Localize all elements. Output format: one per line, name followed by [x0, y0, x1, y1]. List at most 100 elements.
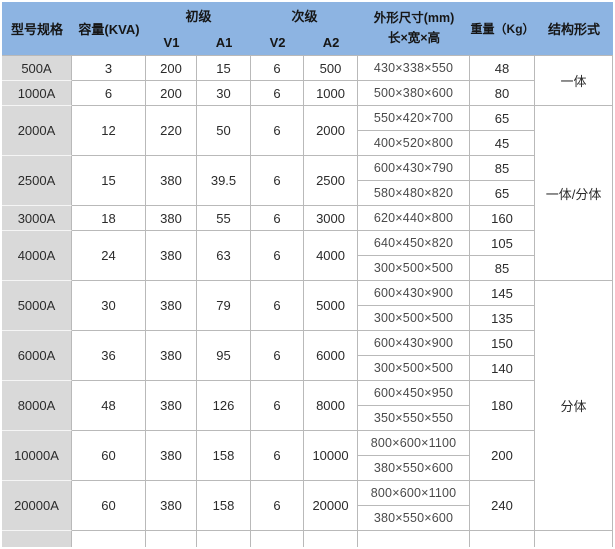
weight-cell: 105 [470, 231, 536, 256]
dimension-cell: 430×338×550 [358, 55, 471, 81]
v1-cell: 200 [146, 81, 197, 106]
weight-cell: 140 [470, 356, 536, 381]
col-header-primary: 初级 [146, 2, 252, 29]
dimension-cell: 800×600×1100 [358, 431, 471, 456]
v2-cell: 6 [251, 81, 305, 106]
v1-cell: 380 [146, 206, 197, 231]
weight-cell: 45 [470, 131, 536, 156]
structure-cell: 一体/分体 [535, 106, 614, 281]
capacity-cell: 12 [72, 106, 146, 156]
a2-cell: 2000 [304, 106, 359, 156]
dimension-cell: 300×500×500 [358, 256, 471, 281]
model-cell [2, 531, 72, 547]
capacity-cell: 24 [72, 231, 146, 281]
weight-cell: 80 [470, 81, 536, 106]
dimension-cell: 400×520×800 [358, 131, 471, 156]
weight-cell [470, 531, 536, 547]
v2-cell [251, 531, 305, 547]
a1-cell: 55 [197, 206, 252, 231]
v1-cell: 380 [146, 331, 197, 381]
a2-cell: 3000 [304, 206, 359, 231]
dimension-cell: 600×430×900 [358, 281, 471, 306]
v1-cell: 380 [146, 481, 197, 531]
a2-cell [304, 531, 359, 547]
table-row: 5000A 30 380 79 6 5000 600×430×900 145 分… [2, 281, 614, 531]
model-cell: 8000A [2, 381, 72, 431]
a2-cell: 20000 [304, 481, 359, 531]
table-subrow: 380×550×600 [2, 456, 613, 481]
v1-cell: 380 [146, 431, 197, 481]
weight-cell: 180 [470, 381, 536, 431]
structure-cell [535, 531, 614, 547]
v1-cell [146, 531, 197, 547]
dimension-cell: 600×430×790 [358, 156, 471, 181]
v1-cell: 200 [146, 55, 197, 81]
dimension-cell [358, 531, 471, 547]
weight-cell: 145 [470, 281, 536, 306]
a1-cell: 50 [197, 106, 252, 156]
a1-cell: 126 [197, 381, 252, 431]
table-row: 3000A 18 380 55 6 3000 620×440×800 160 [2, 206, 613, 231]
a2-cell: 6000 [304, 331, 359, 381]
col-header-a1: A1 [197, 29, 252, 55]
a2-cell: 500 [304, 55, 359, 81]
table-row: 10000A 60 380 158 6 10000 800×600×1100 2… [2, 431, 613, 481]
header-row-2: V1 A1 V2 A2 [2, 29, 613, 55]
model-cell: 10000A [2, 431, 72, 481]
dimension-cell: 580×480×820 [358, 181, 471, 206]
a1-cell: 15 [197, 55, 252, 81]
capacity-cell: 30 [72, 281, 146, 331]
dimension-cell: 500×380×600 [358, 81, 471, 106]
v2-cell: 6 [251, 106, 305, 156]
model-cell: 2500A [2, 156, 72, 206]
a1-cell: 95 [197, 331, 252, 381]
a1-cell: 158 [197, 481, 252, 531]
v2-cell: 6 [251, 156, 305, 206]
a1-cell: 63 [197, 231, 252, 281]
weight-cell: 200 [470, 431, 536, 481]
table-row-partial [2, 531, 614, 547]
structure-cell: 分体 [535, 281, 614, 531]
v1-cell: 220 [146, 106, 197, 156]
table-row: 20000A 60 380 158 6 20000 800×600×1100 2… [2, 481, 613, 531]
table-subrow: 580×480×820 65 [2, 181, 613, 206]
capacity-cell: 3 [72, 55, 146, 81]
model-cell: 6000A [2, 331, 72, 381]
col-header-secondary: 次级 [251, 2, 359, 29]
dimension-cell: 380×550×600 [358, 456, 471, 481]
col-header-v1: V1 [146, 29, 197, 55]
a2-cell: 8000 [304, 381, 359, 431]
dimensions-subtitle: 长×宽×高 [387, 30, 441, 45]
table-subrow: 350×550×550 [2, 406, 613, 431]
v2-cell: 6 [251, 281, 305, 331]
col-header-capacity: 容量(KVA) [72, 2, 146, 55]
dimension-cell: 300×500×500 [358, 306, 471, 331]
table-row: 4000A 24 380 63 6 4000 640×450×820 105 [2, 231, 613, 281]
col-header-weight: 重量（Kg） [470, 2, 536, 55]
col-header-v2: V2 [251, 29, 305, 55]
dimension-cell: 600×430×900 [358, 331, 471, 356]
v2-cell: 6 [251, 481, 305, 531]
a1-cell: 79 [197, 281, 252, 331]
model-cell: 4000A [2, 231, 72, 281]
v2-cell: 6 [251, 381, 305, 431]
capacity-cell: 60 [72, 481, 146, 531]
v1-cell: 380 [146, 381, 197, 431]
model-cell: 1000A [2, 81, 72, 106]
table-subrow: 300×500×500 135 [2, 306, 613, 331]
weight-cell: 65 [470, 181, 536, 206]
table-row: 1000A 6 200 30 6 1000 500×380×600 80 [2, 81, 613, 106]
capacity-cell [72, 531, 146, 547]
table-row: 6000A 36 380 95 6 6000 600×430×900 150 [2, 331, 613, 381]
weight-cell: 150 [470, 331, 536, 356]
dimension-cell: 380×550×600 [358, 506, 471, 531]
a1-cell: 158 [197, 431, 252, 481]
table-row: 8000A 48 380 126 6 8000 600×450×950 180 [2, 381, 613, 431]
capacity-cell: 18 [72, 206, 146, 231]
table-body: 500A 3 200 15 6 500 430×338×550 48 一体 10… [2, 55, 614, 547]
v1-cell: 380 [146, 231, 197, 281]
v2-cell: 6 [251, 206, 305, 231]
a1-cell: 30 [197, 81, 252, 106]
